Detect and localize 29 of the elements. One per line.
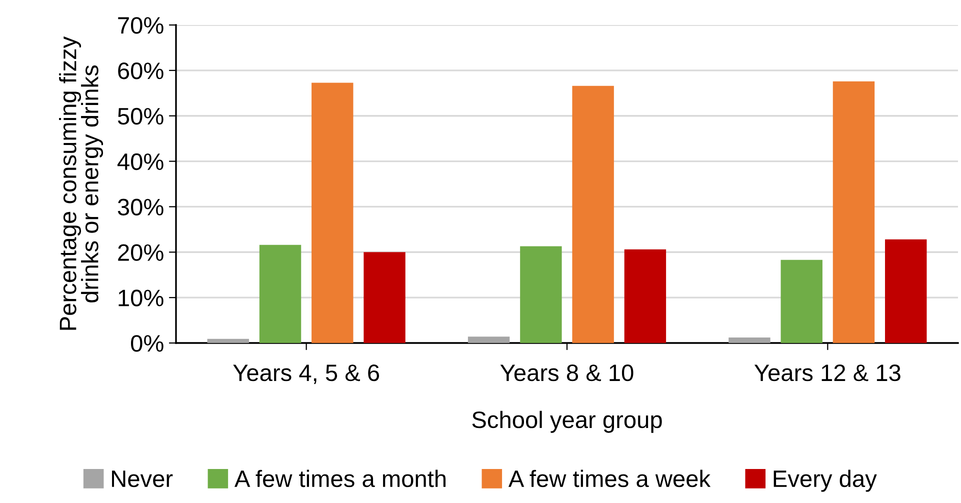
bar [520, 246, 562, 343]
y-tick-label: 60% [118, 62, 164, 80]
y-tick-label: 50% [118, 108, 164, 125]
bar [885, 239, 927, 343]
legend-label: A few times a month [234, 470, 446, 488]
bar [832, 81, 875, 343]
x-axis-title: School year group [472, 410, 662, 433]
bar [207, 338, 249, 343]
x-tick-label: Years 12 & 13 [754, 364, 900, 382]
y-axis-title: Percentage consuming fizzy drinks or energy drinks [59, 36, 104, 330]
bar [468, 336, 510, 343]
x-tick-label: Years 8 & 10 [500, 364, 634, 382]
x-tick-label: Years 4, 5 & 6 [233, 364, 380, 384]
y-tick-label: 30% [118, 198, 164, 216]
bar [259, 244, 302, 343]
bar [624, 249, 666, 343]
bar [780, 260, 822, 343]
y-tick-label: 10% [118, 290, 164, 306]
bar [728, 338, 770, 343]
legend-label: Every day [774, 470, 877, 492]
bar [572, 86, 614, 343]
bar [364, 252, 406, 343]
legend-label: A few times a week [508, 470, 711, 488]
legend-label: Never [112, 470, 173, 488]
y-tick-label: 40% [117, 153, 164, 170]
y-tick-label: 70% [118, 17, 164, 34]
bar [312, 82, 354, 343]
y-tick-label: 20% [118, 244, 164, 261]
y-tick-label: 0% [130, 335, 164, 352]
